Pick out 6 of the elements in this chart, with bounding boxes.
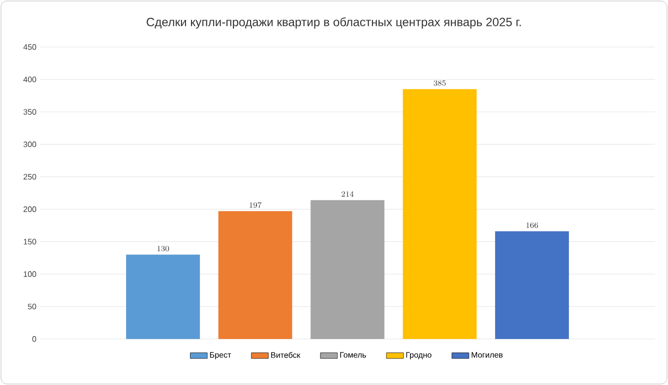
bar bbox=[310, 200, 384, 339]
bar bbox=[126, 254, 200, 339]
bar bbox=[402, 89, 477, 339]
chart-title: Сделки купли-продажи квартир в областных центрах январь 2025 г. bbox=[146, 17, 521, 29]
bar bbox=[495, 231, 569, 339]
bar bbox=[218, 211, 292, 339]
